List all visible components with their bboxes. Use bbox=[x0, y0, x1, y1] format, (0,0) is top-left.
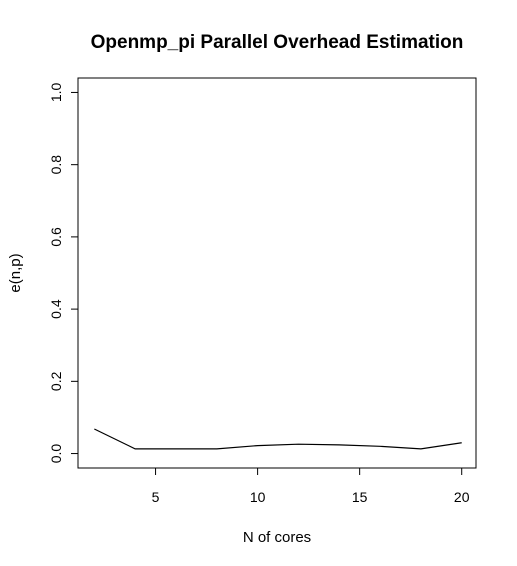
y-tick-label: 0.6 bbox=[48, 227, 64, 247]
y-tick-label: 0.4 bbox=[48, 299, 64, 319]
chart-title: Openmp_pi Parallel Overhead Estimation bbox=[91, 32, 464, 53]
x-tick-label: 15 bbox=[352, 489, 368, 505]
x-axis-label: N of cores bbox=[243, 529, 311, 546]
plot-frame bbox=[77, 77, 477, 469]
x-tick-label: 20 bbox=[454, 489, 470, 505]
y-tick-label: 0.2 bbox=[48, 371, 64, 391]
y-axis-label: e(n,p) bbox=[7, 253, 24, 292]
y-axis: 0.0 0.2 0.4 0.6 0.8 1.0 bbox=[48, 83, 78, 464]
series-points bbox=[93, 428, 463, 451]
x-axis: 5 10 15 20 bbox=[152, 468, 470, 505]
x-tick-label: 5 bbox=[152, 489, 160, 505]
x-tick-label: 10 bbox=[250, 489, 266, 505]
y-tick-label: 0.0 bbox=[48, 444, 64, 464]
y-tick-label: 1.0 bbox=[48, 83, 64, 103]
series-line bbox=[94, 428, 462, 450]
y-tick-label: 0.8 bbox=[48, 155, 64, 175]
